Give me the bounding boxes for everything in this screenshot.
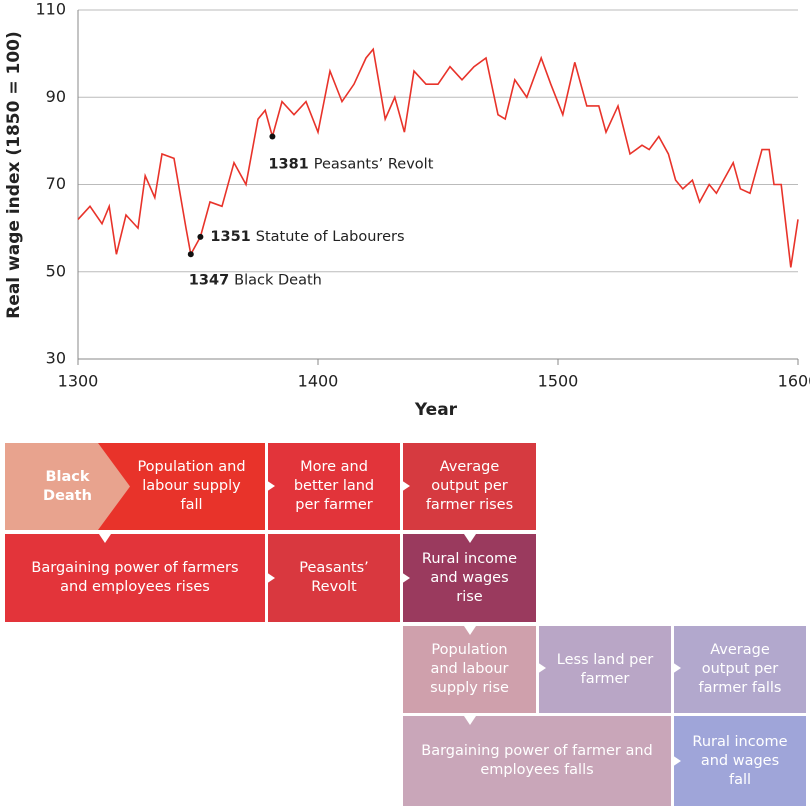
diagram-box: Peasants’ Revolt xyxy=(268,534,400,622)
y-tick-label: 70 xyxy=(46,174,66,193)
chart: Real wage index (1850 = 100) Year 30 50 70… xyxy=(4,0,810,420)
annotation: 1347 Black Death xyxy=(189,272,322,288)
annotation-year: 1381 xyxy=(268,157,308,173)
annotation-point xyxy=(269,133,276,140)
annotation-point xyxy=(197,233,204,240)
annotation: 1351 Statute of Labourers xyxy=(210,229,404,245)
diagram-box: Bargaining power of farmers and employee… xyxy=(5,534,265,622)
y-tick-label: 90 xyxy=(46,87,66,106)
y-axis-label: Real wage index (1850 = 100) xyxy=(4,31,24,319)
x-axis-label: Year xyxy=(414,400,458,420)
x-tick-label: 1400 xyxy=(298,372,339,391)
annotation-text: Peasants’ Revolt xyxy=(314,157,434,173)
diagram-box: Less land per farmer xyxy=(539,626,671,713)
annotation-point xyxy=(187,251,194,258)
y-tick-label: 50 xyxy=(46,261,66,280)
line xyxy=(77,47,799,268)
annotation-year: 1351 xyxy=(210,229,250,245)
x-tick-label: 1600 xyxy=(778,372,810,391)
annotation-year: 1347 xyxy=(189,272,229,288)
annotation-text: Statute of Labourers xyxy=(256,229,405,245)
diagram-box: Rural income and wages fall xyxy=(674,716,806,806)
diagram-box: More and better land per farmer xyxy=(268,443,400,530)
annotation: 1381 Peasants’ Revolt xyxy=(268,157,433,173)
x-tick-label: 1300 xyxy=(58,372,99,391)
diagram-box: Rural income and wages rise xyxy=(403,534,536,622)
diagram-box: Average output per farmer falls xyxy=(674,626,806,713)
diagram-box: Bargaining power of farmer and employees… xyxy=(403,716,671,806)
diagram-box: Population and labour supply rise xyxy=(403,626,536,713)
y-tick-label: 30 xyxy=(46,349,66,368)
y-tick-label: 110 xyxy=(35,0,66,19)
annotation-text: Black Death xyxy=(234,272,322,288)
diagram-box: Average output per farmer rises xyxy=(403,443,536,530)
x-tick-label: 1500 xyxy=(538,372,579,391)
